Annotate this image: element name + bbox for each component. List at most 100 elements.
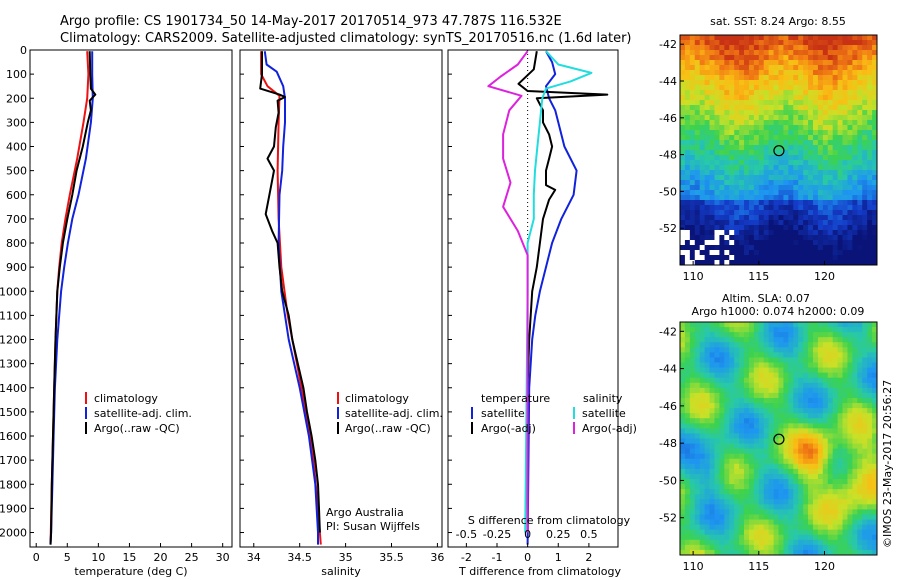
heatmap-cell	[714, 428, 720, 434]
heatmap-cell	[872, 225, 878, 231]
heatmap-cell	[808, 423, 814, 429]
heatmap-cell	[734, 235, 740, 241]
heatmap-cell	[803, 499, 809, 505]
heatmap-cell	[729, 145, 735, 151]
heatmap-cell	[739, 40, 745, 46]
heatmap-cell	[783, 215, 789, 221]
heatmap-cell	[694, 155, 701, 161]
heatmap-cell	[748, 145, 755, 151]
heatmap-cell	[694, 453, 701, 460]
heatmap-cell	[862, 408, 868, 414]
heatmap-cell	[852, 195, 858, 201]
heatmap-cell	[862, 255, 868, 261]
heatmap-cell	[724, 499, 730, 505]
heatmap-cell	[748, 367, 755, 374]
heatmap-cell	[783, 347, 789, 353]
heatmap-cell	[768, 519, 774, 526]
heatmap-cell	[862, 413, 868, 419]
heatmap-cell	[837, 463, 843, 470]
heatmap-cell	[837, 75, 843, 81]
heatmap-cell	[832, 80, 838, 86]
heatmap-cell	[709, 458, 715, 465]
heatmap-cell	[827, 245, 834, 251]
heatmap-cell	[783, 423, 789, 429]
heatmap-cell	[812, 352, 819, 358]
heatmap-cell	[867, 220, 873, 226]
heatmap-cell	[773, 245, 779, 251]
heatmap-cell	[753, 110, 760, 116]
heatmap-cell	[788, 448, 794, 455]
heatmap-cell	[739, 135, 745, 141]
heatmap-cell	[808, 260, 814, 266]
heatmap-cell	[808, 230, 814, 236]
heatmap-cell	[872, 135, 878, 141]
heatmap-cell	[729, 50, 735, 56]
heatmap-cell	[753, 40, 760, 46]
heatmap-cell	[680, 195, 686, 201]
heatmap-cell	[788, 539, 794, 546]
heatmap-cell	[758, 337, 765, 343]
heatmap-cell	[847, 357, 853, 363]
x-tick-label: 0	[33, 551, 40, 564]
heatmap-cell	[729, 115, 735, 121]
heatmap-cell	[798, 55, 804, 61]
heatmap-cell	[798, 255, 804, 261]
heatmap-cell	[709, 448, 715, 455]
x-tick-label: 35	[339, 551, 353, 564]
heatmap-cell	[862, 524, 868, 531]
heatmap-cell	[709, 489, 715, 495]
heatmap-cell	[788, 392, 794, 399]
heatmap-cell	[862, 50, 868, 56]
heatmap-cell	[758, 544, 765, 551]
heatmap-cell	[744, 85, 750, 91]
heatmap-cell	[724, 377, 730, 384]
heatmap-cell	[744, 55, 750, 61]
heatmap-cell	[822, 433, 829, 439]
heatmap-cell	[837, 250, 843, 256]
heatmap-cell	[827, 352, 834, 358]
heatmap-cell	[827, 155, 834, 161]
heatmap-cell	[852, 529, 858, 536]
heatmap-cell	[739, 413, 745, 419]
heatmap-cell	[793, 50, 799, 56]
heatmap-cell	[734, 479, 740, 485]
heatmap-cell	[847, 519, 853, 526]
heatmap-cell	[822, 55, 829, 61]
heatmap-cell	[822, 327, 829, 333]
heatmap-cell	[758, 70, 765, 76]
heatmap-cell	[817, 524, 824, 531]
heatmap-cell	[783, 235, 789, 241]
heatmap-cell	[867, 397, 873, 404]
heatmap-cell	[734, 377, 740, 384]
heatmap-cell	[739, 367, 745, 374]
heatmap-cell	[734, 418, 740, 424]
heatmap-cell	[842, 255, 848, 261]
heatmap-cell	[699, 418, 706, 424]
heatmap-cell	[768, 145, 774, 151]
heatmap-cell	[739, 408, 745, 414]
heatmap-cell	[763, 170, 770, 176]
heatmap-cell	[822, 463, 829, 470]
heatmap-cell	[748, 357, 755, 363]
heatmap-cell	[808, 130, 814, 136]
heatmap-cell	[719, 539, 725, 546]
heatmap-cell	[709, 35, 715, 41]
heatmap-cell	[837, 327, 843, 333]
heatmap-cell	[862, 514, 868, 520]
heatmap-cell	[773, 60, 779, 66]
heatmap-cell	[793, 504, 799, 510]
heatmap-cell	[739, 85, 745, 91]
heatmap-cell	[832, 150, 838, 156]
heatmap-cell	[704, 423, 710, 429]
heatmap-cell	[822, 418, 829, 424]
heatmap-cell	[699, 190, 706, 196]
heatmap-cell	[744, 362, 750, 368]
heatmap-cell	[857, 155, 863, 161]
heatmap-cell	[867, 468, 873, 475]
heatmap-cell	[798, 140, 804, 146]
heatmap-cell	[867, 240, 873, 246]
heatmap-cell	[748, 337, 755, 343]
heatmap-cell	[714, 549, 720, 556]
heatmap-cell	[709, 413, 715, 419]
heatmap-cell	[699, 205, 706, 211]
